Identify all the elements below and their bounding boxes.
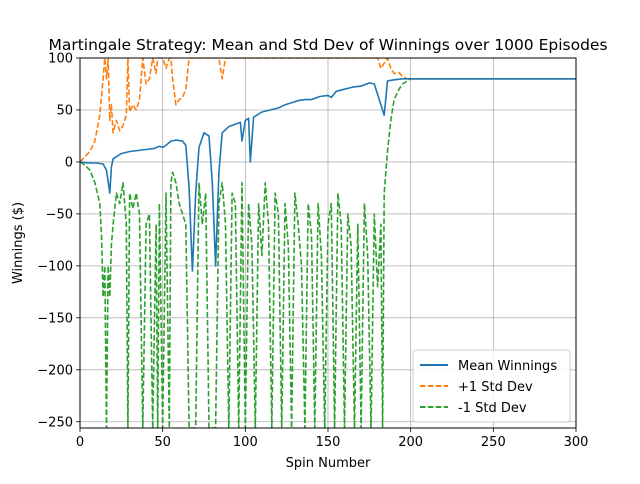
x-axis-label: Spin Number	[286, 456, 371, 471]
y-axis: −250 −200 −150 −100 −50 0 50 100	[37, 52, 80, 430]
legend-label-plus-std: +1 Std Dev	[458, 380, 533, 395]
x-tick-label: 100	[233, 435, 258, 450]
y-tick-label: −50	[46, 207, 73, 222]
x-tick-label: 250	[481, 435, 506, 450]
x-tick-label: 200	[398, 435, 423, 450]
x-tick-label: 150	[316, 435, 341, 450]
y-tick-label: 100	[48, 52, 73, 67]
y-tick-label: −100	[37, 259, 73, 274]
mean-winnings-line	[80, 78, 576, 272]
y-tick-label: 0	[65, 155, 73, 170]
series-layer	[80, 58, 576, 428]
x-tick-label: 50	[154, 435, 171, 450]
chart-title: Martingale Strategy: Mean and Std Dev of…	[48, 36, 607, 54]
legend-box	[412, 349, 571, 423]
y-tick-label: −150	[37, 311, 73, 326]
y-tick-label: −250	[37, 415, 73, 430]
y-axis-label: Winnings ($)	[11, 202, 26, 284]
y-tick-label: −200	[37, 363, 73, 378]
x-axis: 0 50 100 150 200 250 300	[76, 428, 589, 450]
y-tick-label: 50	[56, 103, 73, 118]
x-tick-label: 0	[76, 435, 84, 450]
legend: Mean Winnings +1 Std Dev -1 Std Dev	[412, 349, 571, 423]
legend-label-minus-std: -1 Std Dev	[458, 401, 527, 416]
legend-label-mean: Mean Winnings	[458, 359, 557, 374]
x-tick-label: 300	[564, 435, 589, 450]
